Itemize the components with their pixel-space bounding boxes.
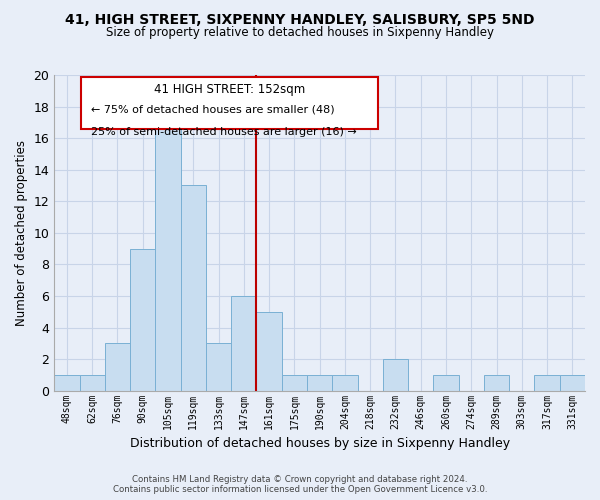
Text: Size of property relative to detached houses in Sixpenny Handley: Size of property relative to detached ho… <box>106 26 494 39</box>
Bar <box>155 122 181 390</box>
Bar <box>383 359 408 390</box>
Bar <box>54 375 80 390</box>
Text: 41, HIGH STREET, SIXPENNY HANDLEY, SALISBURY, SP5 5ND: 41, HIGH STREET, SIXPENNY HANDLEY, SALIS… <box>65 12 535 26</box>
Bar <box>105 344 130 390</box>
Y-axis label: Number of detached properties: Number of detached properties <box>15 140 28 326</box>
Bar <box>332 375 358 390</box>
Bar <box>433 375 458 390</box>
Text: 41 HIGH STREET: 152sqm: 41 HIGH STREET: 152sqm <box>154 83 305 96</box>
X-axis label: Distribution of detached houses by size in Sixpenny Handley: Distribution of detached houses by size … <box>130 437 510 450</box>
Bar <box>231 296 256 390</box>
Text: Contains HM Land Registry data © Crown copyright and database right 2024.
Contai: Contains HM Land Registry data © Crown c… <box>113 474 487 494</box>
Bar <box>130 248 155 390</box>
Bar <box>560 375 585 390</box>
Bar <box>484 375 509 390</box>
Text: ← 75% of detached houses are smaller (48): ← 75% of detached houses are smaller (48… <box>91 105 335 115</box>
Bar <box>206 344 231 390</box>
Bar <box>80 375 105 390</box>
Bar <box>181 186 206 390</box>
FancyBboxPatch shape <box>81 76 378 128</box>
Bar <box>282 375 307 390</box>
Bar <box>256 312 282 390</box>
Bar <box>535 375 560 390</box>
Text: 25% of semi-detached houses are larger (16) →: 25% of semi-detached houses are larger (… <box>91 127 357 137</box>
Bar <box>307 375 332 390</box>
